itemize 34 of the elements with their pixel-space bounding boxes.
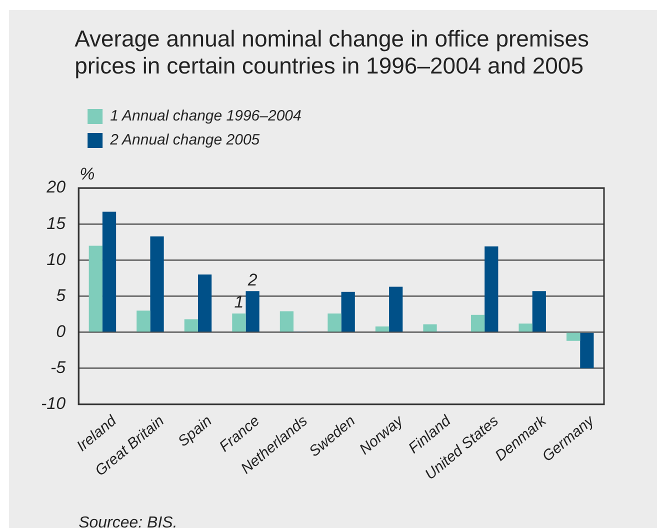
y-tick-label: 15 <box>46 214 66 233</box>
bar <box>484 246 498 332</box>
text: Sourcee: BIS. <box>78 514 178 528</box>
legend-label: 1 Annual change 1996–2004 <box>110 108 302 125</box>
bar <box>150 236 164 332</box>
bar <box>198 274 212 332</box>
bar <box>328 313 342 332</box>
bar <box>280 311 294 332</box>
bar <box>580 332 594 368</box>
y-tick-label: 10 <box>46 250 66 269</box>
bar <box>102 212 116 332</box>
chart-title: Average annual nominal change in office premises prices in certain countries in 1996–2004 and 2005 <box>74 25 590 78</box>
bar <box>232 313 246 332</box>
bar <box>184 319 198 332</box>
annotation: 1 <box>234 292 244 312</box>
bar <box>375 326 390 332</box>
bar <box>246 291 260 332</box>
bar <box>389 286 403 332</box>
bar <box>341 292 355 332</box>
y-tick-label: 20 <box>46 178 66 197</box>
y-tick-label: -5 <box>50 358 66 378</box>
bar <box>518 324 532 332</box>
bar <box>566 332 580 341</box>
y-tick-label: 5 <box>56 286 66 305</box>
bar <box>88 246 102 332</box>
bar <box>532 291 546 332</box>
y-tick-label: -10 <box>40 394 66 414</box>
annotation: 2 <box>246 270 258 290</box>
y-tick-label: 0 <box>56 322 66 341</box>
legend-label: 2 Annual change 2005 <box>109 132 260 149</box>
bar <box>423 324 437 332</box>
bar <box>470 314 485 332</box>
y-axis-title: % <box>80 164 95 184</box>
bar <box>136 310 150 332</box>
